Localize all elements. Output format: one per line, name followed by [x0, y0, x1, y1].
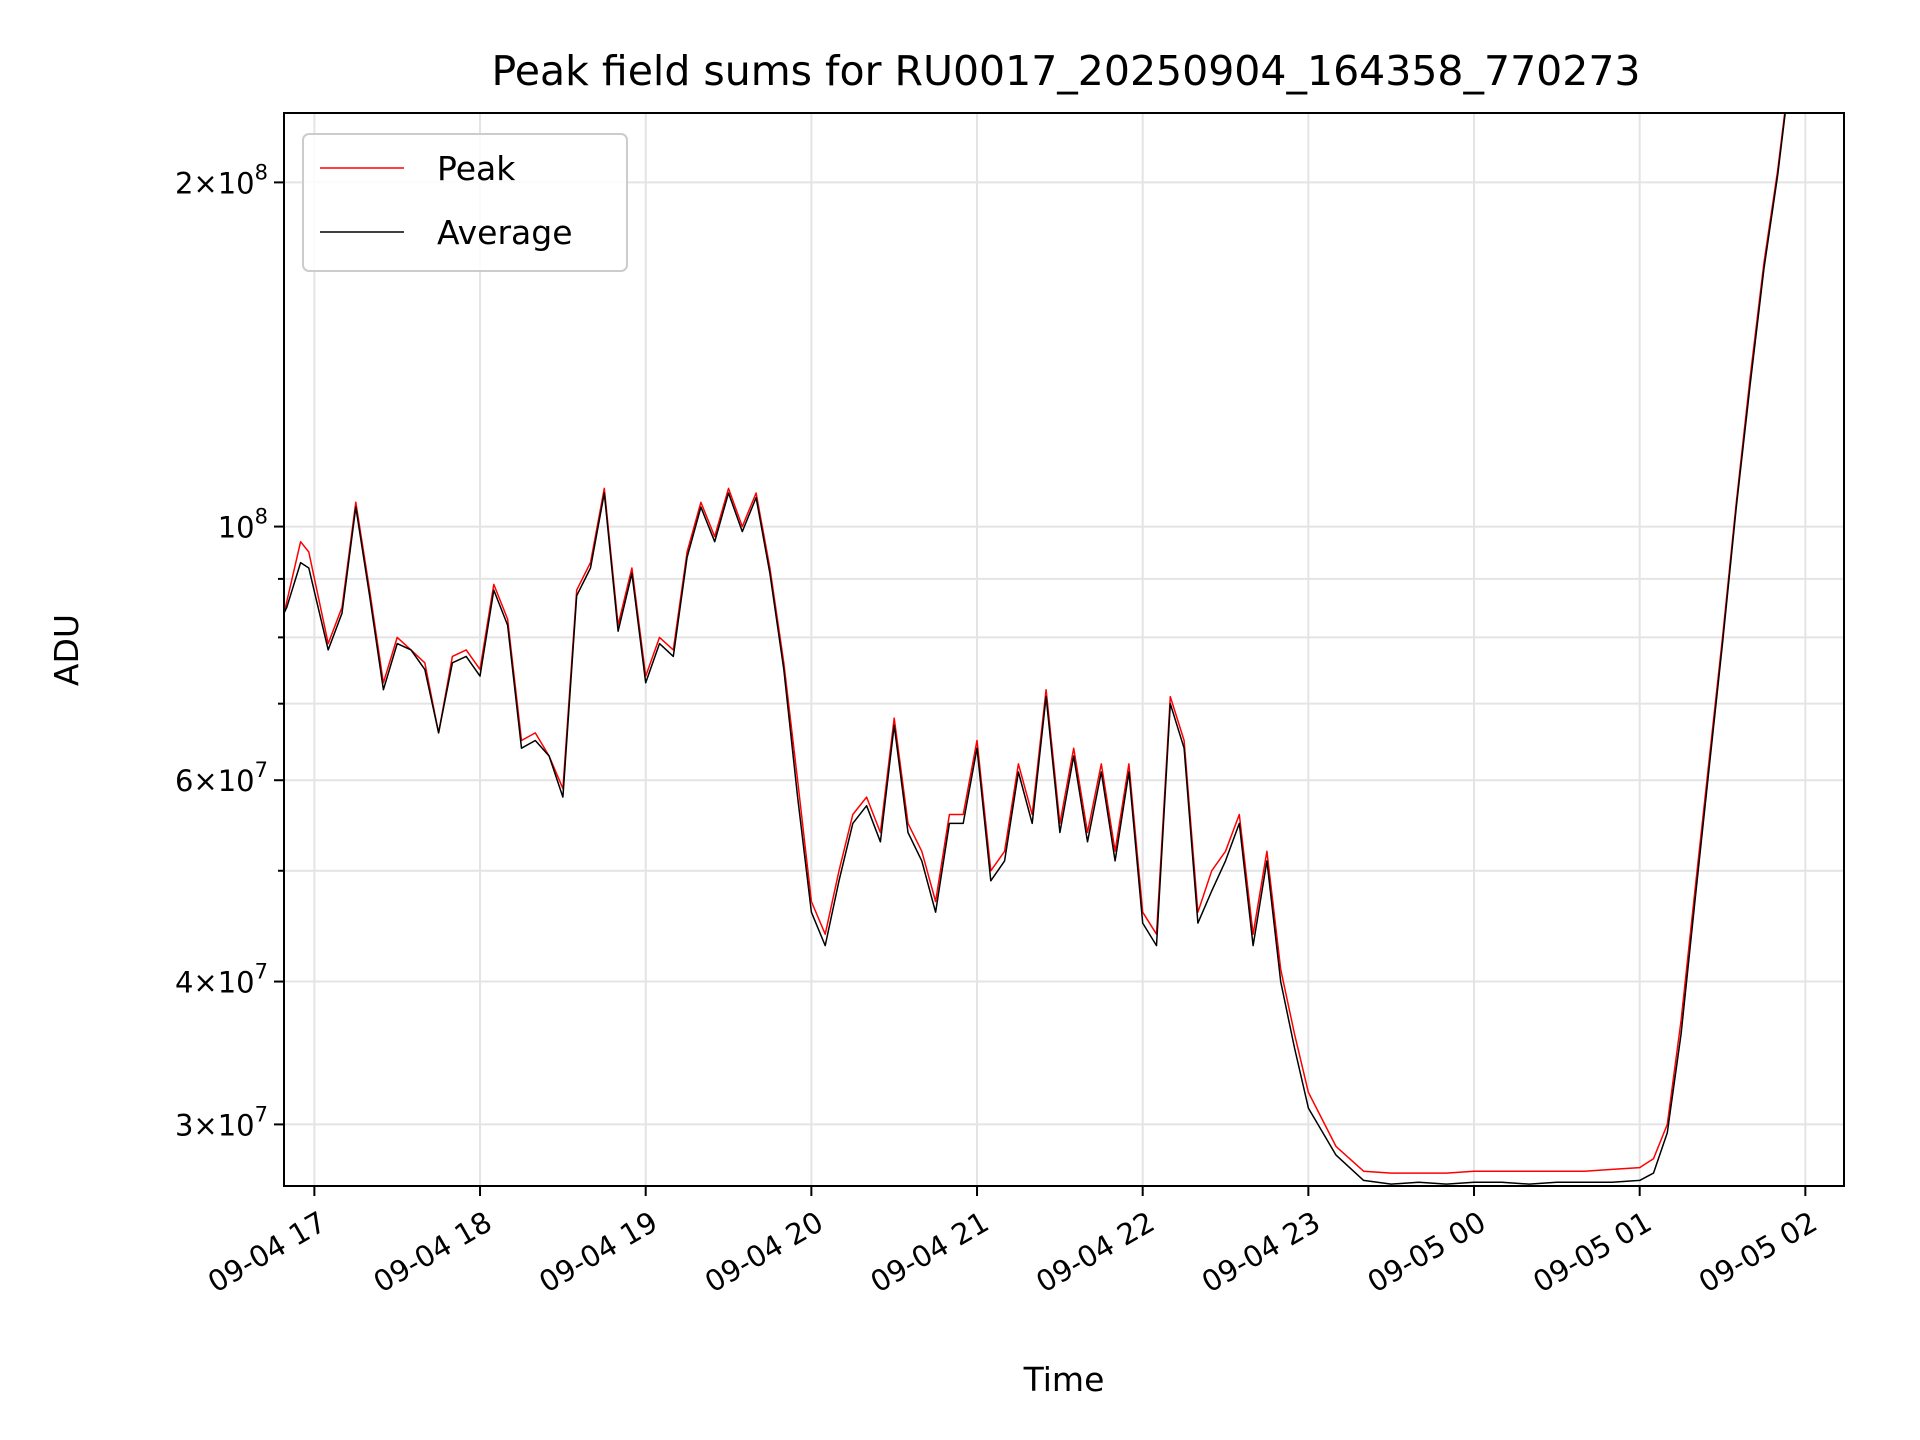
chart-title: Peak field sums for RU0017_20250904_1643… — [491, 47, 1640, 95]
legend-label-peak: Peak — [437, 149, 516, 188]
series-group — [284, 113, 1786, 1185]
plot-frame — [283, 112, 1845, 1187]
x-axis-label: Time — [1023, 1360, 1105, 1399]
y-tick-label: 6×107 — [175, 758, 268, 798]
y-tick-label: 108 — [218, 505, 268, 545]
legend: Peak Average — [302, 133, 628, 272]
y-tick-label: 2×108 — [175, 160, 268, 200]
grid — [284, 113, 1844, 1186]
y-tick-label: 3×107 — [175, 1102, 268, 1142]
y-axis: 3×107 4×107 6×107 108 2×108 — [175, 160, 284, 1142]
series-line-average — [284, 113, 1786, 1185]
y-tick-label: 4×107 — [175, 960, 268, 1000]
series-line-peak — [284, 113, 1786, 1174]
legend-label-average: Average — [437, 213, 573, 252]
y-axis-label: ADU — [47, 614, 86, 686]
